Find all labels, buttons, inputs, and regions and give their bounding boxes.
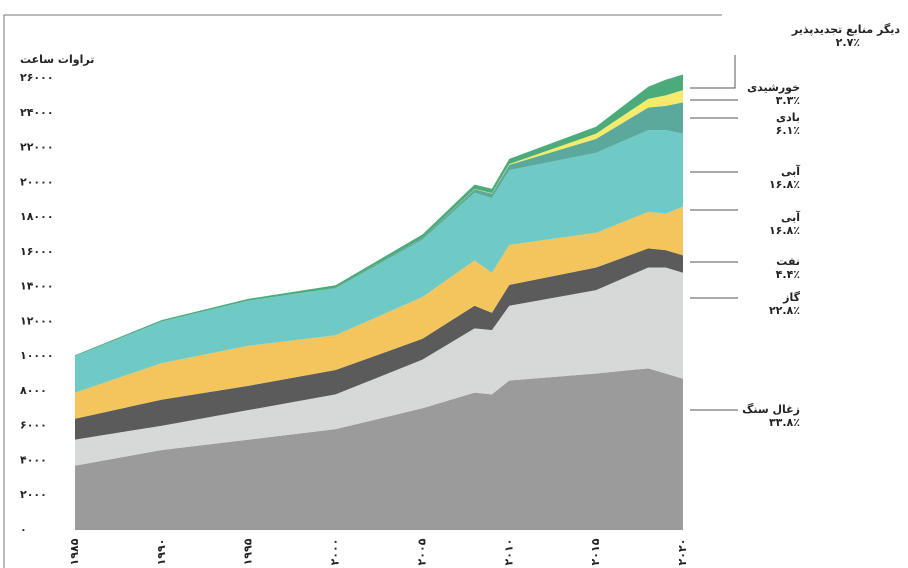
legend-share: ۶.۱٪ [776,124,800,137]
legend-name: نفت [776,255,800,268]
area [75,90,683,357]
y-tick-label: ۲۴۰۰۰ [20,106,54,119]
x-tick-label: ۲۰۱۵ [589,538,602,565]
y-tick-label: ۶۰۰۰ [20,419,47,432]
legend-share: ۱۶.۸٪ [769,224,800,237]
leader-line [690,55,736,89]
legend-share: ۳۳.۸٪ [769,416,800,429]
y-tick-label: ۱۸۰۰۰ [20,210,54,223]
y-tick-label: ۱۰۰۰۰ [20,349,54,362]
y-axis-label: تراوات ساعت [20,53,94,66]
area [75,248,683,440]
y-tick-label: ۱۲۰۰۰ [20,314,54,327]
x-tick-label: ۲۰۲۰ [676,539,689,566]
legend-share: ۱۶.۸٪ [769,178,800,191]
area [75,267,683,466]
area [75,102,683,357]
y-tick-label: ۲۰۰۰۰ [20,175,54,188]
area [75,130,683,393]
y-tick-label: ۱۶۰۰۰ [20,245,54,258]
y-tick-label: ۰ [20,523,27,536]
frame [3,14,722,568]
legend-share: ۴.۴٪ [776,268,800,281]
area [75,368,683,530]
legend-name: آبی [781,164,800,178]
y-tick-label: ۱۴۰۰۰ [20,280,54,293]
y-tick-label: ۲۲۰۰۰ [20,141,54,154]
x-tick-label: ۱۹۸۵ [68,538,81,565]
legend-name: آبی [781,210,800,224]
x-tick-label: ۲۰۰۰ [329,539,342,566]
legend-name: گاز [782,291,800,304]
legend-name: دیگر منابع تجدیدپذیر [791,23,900,36]
y-tick-label: ۴۰۰۰ [20,453,47,466]
legend-share: ۲.۷٪ [836,36,860,49]
legend-name: بادی [776,111,800,124]
y-tick-label: ۲۰۰۰ [20,488,47,501]
legend-name: زغال سنگ [742,402,800,416]
y-tick-label: ۲۶۰۰۰ [20,71,54,84]
y-tick-label: ۸۰۰۰ [20,384,47,397]
x-tick-label: ۱۹۹۵ [242,538,255,565]
area [75,206,683,419]
legend-name: خورشیدی [747,81,800,94]
x-tick-label: ۱۹۹۰ [155,539,168,566]
x-tick-label: ۲۰۱۰ [502,539,515,566]
legend-share: ۲۲.۸٪ [769,304,800,317]
legend-share: ۳.۳٪ [776,94,800,107]
x-tick-label: ۲۰۰۵ [415,538,428,565]
